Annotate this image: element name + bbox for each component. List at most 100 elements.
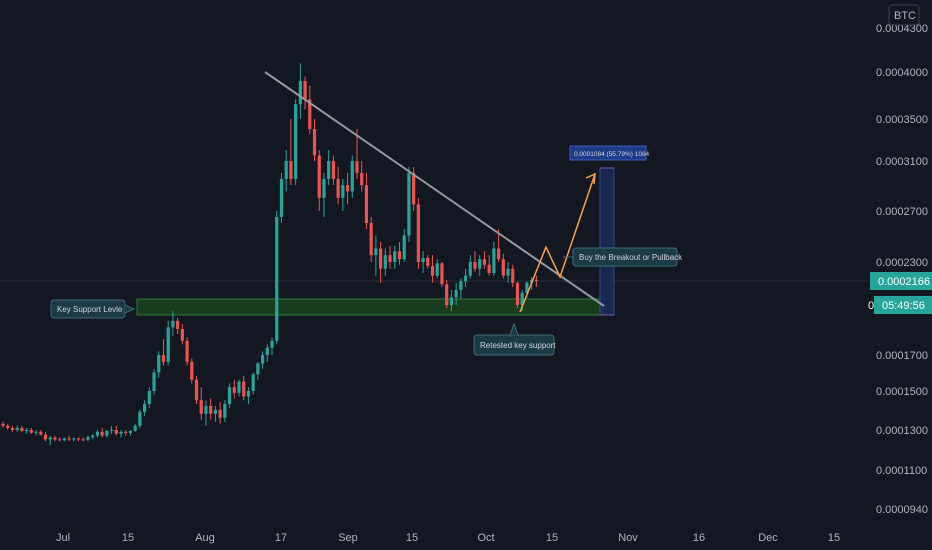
candle-body	[412, 172, 416, 205]
price-tick-label: 0.0001100	[876, 465, 927, 477]
support-callout: Key Support Levle	[50, 299, 136, 319]
candle-body	[204, 405, 208, 414]
candle-body	[67, 438, 71, 440]
time-tick-label: Sep	[338, 532, 358, 544]
breakout-text: Buy the Breakout or Pullback	[579, 253, 683, 262]
price-tick-label: 0.0000940	[876, 504, 928, 516]
candle-body	[95, 431, 99, 436]
candle-body	[1, 423, 5, 426]
candle-body	[402, 235, 406, 260]
candle-body	[478, 259, 482, 269]
candle-body	[440, 263, 444, 285]
candle-body	[327, 161, 331, 179]
price-tick-label: 0.0002300	[876, 257, 928, 269]
candle-body	[6, 425, 10, 428]
candle-body	[435, 263, 439, 276]
candle-body	[397, 251, 402, 260]
candle-body	[525, 282, 529, 293]
candle-body	[227, 387, 232, 405]
candle-body	[128, 430, 133, 433]
last-price-label: 0.0002166 0 05:49:56	[868, 272, 932, 314]
price-tick-label: 0.0002700	[876, 206, 928, 218]
time-tick-label: Dec	[758, 532, 778, 544]
time-axis: Jul 15 Aug 17 Sep 15 Oct 15 Nov 16 Dec 15	[56, 532, 840, 544]
candle-body	[256, 363, 260, 375]
candle-body	[265, 347, 269, 355]
time-tick-label: 17	[275, 532, 287, 544]
retest-callout: Retested key support	[473, 322, 556, 356]
candle-body	[190, 361, 194, 380]
measure-text: 0.0001084 (55.79%) 1084	[574, 151, 650, 158]
candle-body	[20, 427, 24, 431]
candle-body	[393, 251, 397, 262]
candle-body	[298, 80, 302, 105]
candle-body	[341, 185, 345, 198]
candle-body	[76, 438, 81, 440]
candle-body	[454, 289, 458, 298]
candle-body	[251, 374, 255, 391]
candle-body	[345, 185, 350, 192]
candle-body	[43, 434, 48, 440]
symbol-badge[interactable]: BTC	[888, 4, 920, 26]
projection-arrowhead	[585, 172, 596, 185]
breakout-callout: Buy the Breakout or Pullback	[563, 247, 683, 267]
candle-body	[355, 161, 359, 173]
candle-body	[383, 255, 387, 269]
candle-body	[336, 178, 340, 198]
candle-body	[171, 320, 175, 328]
candle-body	[237, 381, 241, 393]
candle-body	[331, 161, 335, 179]
candle-body	[72, 438, 76, 440]
candle-body	[29, 430, 33, 433]
candle-body	[449, 297, 453, 305]
candle-body	[317, 155, 321, 198]
candle-body	[473, 262, 477, 269]
candle-body	[463, 275, 468, 282]
candle-body	[364, 185, 369, 224]
candle-body	[86, 437, 90, 440]
time-tick-label: Oct	[477, 532, 494, 544]
candle-body	[388, 255, 392, 262]
support-zone	[136, 298, 604, 316]
candle-body	[369, 223, 373, 256]
time-tick-label: Aug	[195, 532, 215, 544]
candle-body	[308, 99, 312, 130]
candle-body	[421, 257, 425, 262]
candle-body	[232, 387, 236, 393]
candle-body	[138, 411, 142, 426]
candle-body	[133, 425, 137, 431]
candle-body	[289, 161, 293, 179]
candle-body	[39, 431, 43, 435]
candle-body	[482, 259, 487, 265]
candle-body	[445, 284, 449, 305]
candle-body	[492, 248, 496, 273]
support-text: Key Support Levle	[57, 305, 123, 314]
candle-body	[218, 409, 222, 418]
measure-box	[599, 167, 615, 316]
candle-body	[62, 438, 66, 441]
candle-body	[53, 437, 57, 440]
price-tick-label: 0.0004300	[876, 23, 928, 35]
candle-body	[34, 431, 38, 433]
time-tick-label: 15	[546, 532, 558, 544]
candle-body	[25, 430, 29, 431]
candle-body	[166, 327, 170, 362]
candle-body	[157, 355, 161, 373]
candle-body	[511, 268, 515, 283]
candle-body	[119, 431, 123, 434]
countdown-prefix: 0	[868, 300, 874, 312]
candle-body	[468, 262, 472, 276]
candle-body	[322, 178, 326, 198]
candles	[1, 63, 538, 446]
candle-body	[487, 264, 491, 273]
price-tick-label: 0.0003100	[876, 156, 928, 168]
candle-body	[520, 292, 524, 305]
candle-body	[312, 129, 317, 156]
candle-body	[416, 204, 420, 262]
candle-body	[284, 161, 288, 179]
candle-body	[270, 340, 274, 348]
candle-body	[246, 391, 251, 397]
price-tick-label: 0.0003500	[876, 114, 928, 126]
candle-body	[48, 437, 52, 440]
